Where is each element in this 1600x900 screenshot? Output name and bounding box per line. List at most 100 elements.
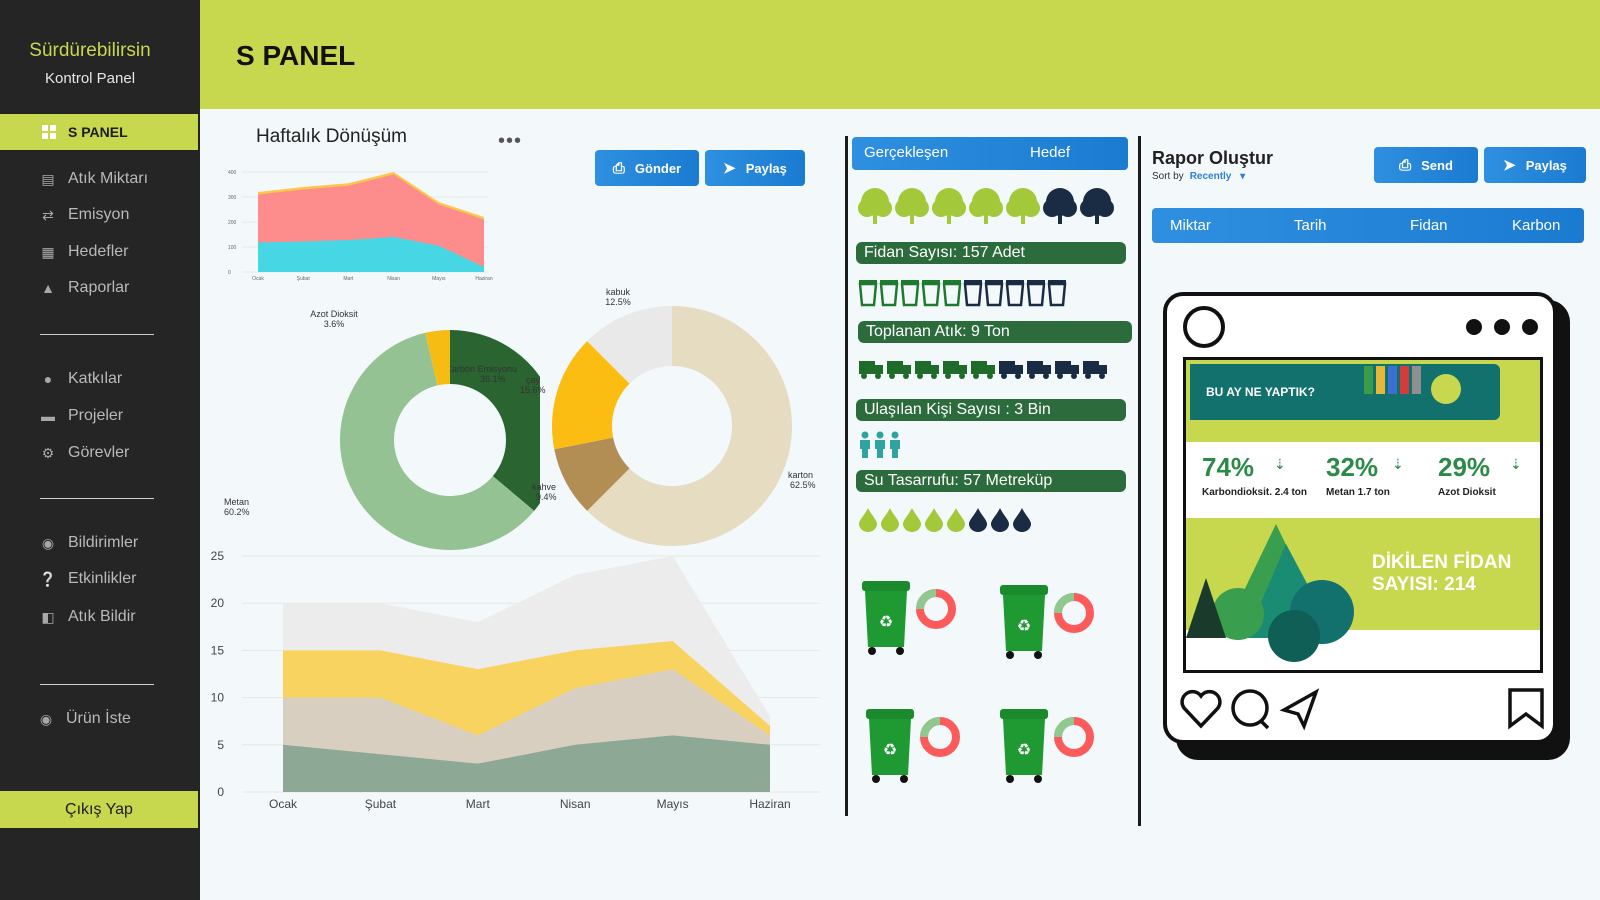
y-tick-label: 200 xyxy=(228,220,237,226)
avatar[interactable] xyxy=(1183,306,1225,348)
drop-icon-row xyxy=(858,506,1034,532)
logout-button[interactable]: Çıkış Yap xyxy=(0,791,198,828)
recycle-symbol-icon: ♻ xyxy=(1017,742,1031,759)
donut-slice-1 xyxy=(587,306,792,546)
more-icon[interactable] xyxy=(1466,319,1538,335)
sidebar-item-label: Bildirimler xyxy=(68,534,139,551)
brand-title: Sürdürebilirsin xyxy=(29,40,151,61)
post-image: BU AY NE YAPTIK? 74% Karbondioksit. 2.4 … xyxy=(1183,357,1543,673)
slice-label: Azot Dioksit xyxy=(310,309,358,319)
truck-icon xyxy=(887,361,911,379)
post-stat-label: Metan 1.7 ton xyxy=(1326,487,1390,498)
slice-value-label: 60.2% xyxy=(224,507,250,517)
sidebar-item-etkinlikler[interactable]: ❔ Etkinlikler xyxy=(39,567,136,591)
slice-value-label: 12.5% xyxy=(605,297,631,307)
report-send-button[interactable]: ⎙ Send xyxy=(1374,147,1478,183)
tab-tarih[interactable]: Tarih xyxy=(1294,217,1327,234)
area-series-blue xyxy=(258,237,484,272)
mini-donut-slice xyxy=(1054,593,1075,614)
help-icon: ❔ xyxy=(39,570,57,587)
x-tick-label: Şubat xyxy=(297,276,311,282)
bin-icon xyxy=(900,280,920,307)
post-stat-2: 32% Metan 1.7 ton xyxy=(1326,452,1390,498)
column-divider xyxy=(1138,136,1141,826)
report-icon: ▲ xyxy=(41,280,55,296)
slice-value-label: 36.1% xyxy=(480,374,506,384)
share-icon: ➤ xyxy=(1503,157,1516,174)
y-tick-label: 10 xyxy=(211,691,225,705)
slice-label: Karbon Emisyonu xyxy=(446,364,517,374)
donut-slice-2 xyxy=(340,332,535,550)
brand: Sürdürebilirsin Kontrol Panel xyxy=(0,40,180,87)
heart-icon xyxy=(1180,689,1222,729)
sort-by[interactable]: Sort by Recently ▾ xyxy=(1152,171,1245,182)
stat-waste: Toplanan Atık: 9 Ton xyxy=(858,321,1132,343)
chevron-down-icon: ⇣ xyxy=(1392,456,1404,472)
tab-fidan[interactable]: Fidan xyxy=(1410,217,1448,234)
printer-icon: ⎙ xyxy=(612,159,625,177)
truck-icon xyxy=(999,361,1023,379)
person-icon-row xyxy=(858,431,903,459)
y-tick-label: 400 xyxy=(228,170,237,176)
x-tick-label: Haziran xyxy=(475,276,492,282)
mini-donut-slice xyxy=(920,717,941,738)
x-tick-label: Mayıs xyxy=(432,276,446,282)
mini-donut-chart xyxy=(920,717,960,757)
tab-karbon[interactable]: Karbon xyxy=(1512,217,1561,234)
bin-icon xyxy=(879,280,899,307)
grid-icon xyxy=(42,125,56,139)
sidebar-item-label: S PANEL xyxy=(68,124,128,140)
comment-icon xyxy=(1231,689,1269,727)
tab-miktar[interactable]: Miktar xyxy=(1170,217,1211,234)
area-series-s1 xyxy=(283,735,770,792)
report-share-button[interactable]: ➤ Paylaş xyxy=(1484,147,1586,183)
drop-icon xyxy=(925,508,943,532)
sidebar-item-katkilar[interactable]: ● Katkılar xyxy=(40,367,122,391)
sidebar-item-s-panel[interactable]: S PANEL xyxy=(0,114,198,150)
sidebar-item-atik-miktari[interactable]: ▤ Atık Miktarı xyxy=(40,167,148,191)
sidebar-item-label: Atık Miktarı xyxy=(68,170,149,187)
bin-icon xyxy=(858,280,878,307)
sidebar-item-label: Hedefler xyxy=(68,243,129,260)
y-tick-label: 15 xyxy=(211,643,225,657)
more-icon[interactable]: ••• xyxy=(498,130,523,152)
bin-icon xyxy=(963,280,983,307)
drop-icon xyxy=(991,508,1009,532)
send-button[interactable]: ⎙ Gönder xyxy=(595,150,699,186)
recycle-symbol-icon: ♻ xyxy=(1017,618,1031,635)
sidebar-item-raporlar[interactable]: ▲ Raporlar xyxy=(40,276,129,300)
sidebar-item-label: Projeler xyxy=(68,407,124,424)
x-tick-label: Ocak xyxy=(252,276,264,282)
sidebar-item-atik-bildir[interactable]: ◧ Atık Bildir xyxy=(40,605,136,629)
share-button[interactable]: ➤ Paylaş xyxy=(705,150,805,186)
y-tick-label: 25 xyxy=(211,549,225,563)
tree-icon xyxy=(969,188,1003,224)
sidebar-item-label: Emisyon xyxy=(68,206,130,223)
sidebar-item-emisyon[interactable]: ⇄ Emisyon xyxy=(40,203,129,227)
tab-gerceklesen[interactable]: Gerçekleşen xyxy=(864,144,949,161)
printer-icon: ⎙ xyxy=(1399,156,1412,174)
sidebar-item-gorevler[interactable]: ⚙ Görevler xyxy=(40,441,130,465)
tree-icon xyxy=(932,188,966,224)
sidebar-item-hedefler[interactable]: ▦ Hedefler xyxy=(40,240,128,264)
x-tick-label: Haziran xyxy=(749,797,790,811)
mini-donut-slice xyxy=(1054,717,1075,738)
sidebar-item-urun-iste[interactable]: ◉ Ürün İste xyxy=(38,707,131,731)
truck-icon-row xyxy=(858,359,1110,381)
sidebar-item-label: Atık Bildir xyxy=(68,608,136,625)
truck-icon xyxy=(1027,361,1051,379)
sidebar-item-label: Ürün İste xyxy=(66,710,131,727)
bookmark-icon xyxy=(1508,688,1544,730)
recycle-bin-icon: ♻ xyxy=(862,581,910,655)
recycle-symbol-icon: ♻ xyxy=(883,742,897,759)
bin-icon-row xyxy=(858,279,1068,307)
tab-hedef[interactable]: Hedef xyxy=(1030,144,1071,161)
x-tick-label: Mart xyxy=(466,797,491,811)
tree-icon xyxy=(895,188,929,224)
chevron-down-icon: ⇣ xyxy=(1510,456,1522,472)
chevron-down-icon: ▾ xyxy=(1237,171,1246,182)
sidebar-item-projeler[interactable]: ▬ Projeler xyxy=(40,404,123,428)
logo-icon xyxy=(1431,374,1461,404)
sidebar-item-bildirimler[interactable]: ◉ Bildirimler xyxy=(40,531,138,555)
report-send-label: Send xyxy=(1421,157,1453,173)
